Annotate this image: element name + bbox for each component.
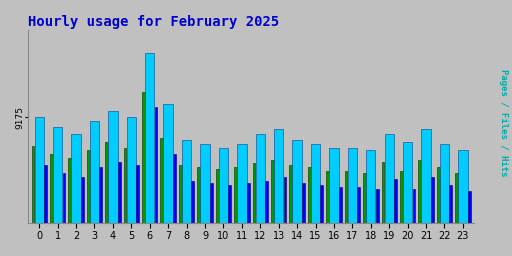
Bar [431, 177, 434, 223]
Bar [468, 190, 471, 223]
Bar [403, 142, 412, 223]
Bar [326, 171, 329, 223]
Bar [366, 150, 375, 223]
Bar [418, 159, 421, 223]
Bar [247, 183, 249, 223]
Bar [311, 144, 320, 223]
Bar [81, 177, 84, 223]
Bar [69, 158, 71, 223]
Bar [329, 148, 338, 223]
Bar [440, 144, 449, 223]
Bar [400, 171, 403, 223]
Bar [136, 165, 139, 223]
Bar [308, 167, 311, 223]
Bar [274, 129, 284, 223]
Bar [71, 134, 81, 223]
Bar [99, 167, 102, 223]
Bar [302, 183, 305, 223]
Bar [197, 167, 200, 223]
Bar [234, 167, 237, 223]
Bar [163, 104, 173, 223]
Bar [142, 92, 145, 223]
Bar [50, 154, 53, 223]
Bar [421, 129, 431, 223]
Bar [265, 181, 268, 223]
Bar [376, 189, 378, 223]
Bar [385, 134, 394, 223]
Bar [252, 164, 255, 223]
Bar [108, 111, 118, 223]
Bar [210, 183, 212, 223]
Bar [255, 134, 265, 223]
Bar [437, 167, 440, 223]
Bar [228, 185, 231, 223]
Bar [321, 185, 323, 223]
Bar [155, 108, 158, 223]
Bar [179, 165, 182, 223]
Bar [284, 177, 286, 223]
Bar [160, 138, 163, 223]
Bar [357, 187, 360, 223]
Bar [348, 148, 357, 223]
Bar [123, 148, 126, 223]
Text: Pages / Files / Hits: Pages / Files / Hits [499, 69, 508, 177]
Bar [118, 162, 121, 223]
Bar [216, 169, 219, 223]
Bar [126, 117, 136, 223]
Bar [32, 146, 34, 223]
Bar [173, 154, 176, 223]
Bar [271, 159, 274, 223]
Bar [455, 173, 458, 223]
Bar [90, 121, 99, 223]
Bar [105, 142, 108, 223]
Bar [450, 185, 452, 223]
Bar [339, 187, 342, 223]
Text: Hourly usage for February 2025: Hourly usage for February 2025 [28, 15, 280, 29]
Bar [87, 150, 90, 223]
Bar [182, 140, 191, 223]
Bar [237, 144, 247, 223]
Bar [44, 165, 47, 223]
Bar [413, 189, 415, 223]
Bar [219, 148, 228, 223]
Bar [62, 173, 66, 223]
Bar [458, 150, 467, 223]
Bar [289, 165, 292, 223]
Bar [191, 181, 194, 223]
Bar [381, 162, 385, 223]
Bar [34, 117, 44, 223]
Bar [53, 127, 62, 223]
Bar [394, 179, 397, 223]
Bar [145, 53, 155, 223]
Bar [363, 173, 366, 223]
Bar [200, 144, 210, 223]
Bar [292, 140, 302, 223]
Bar [345, 171, 348, 223]
